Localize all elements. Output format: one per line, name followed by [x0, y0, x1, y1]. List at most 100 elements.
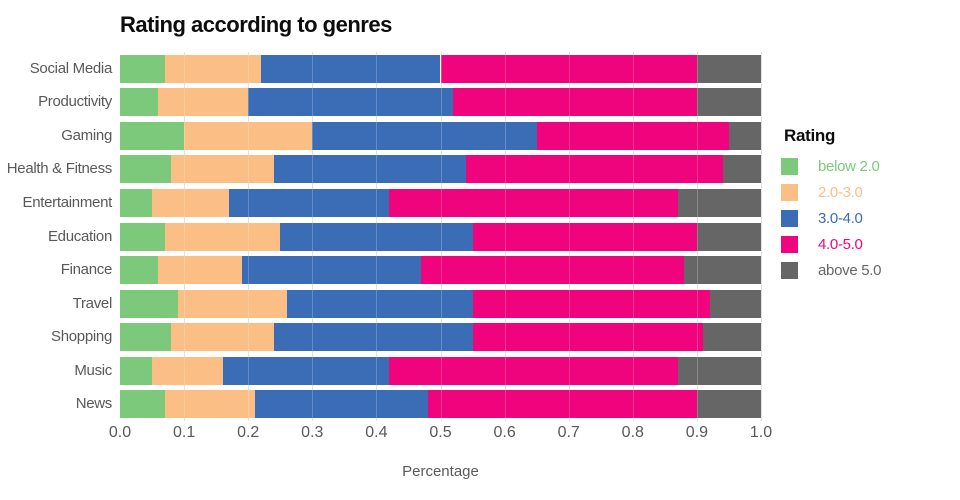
bar-row [120, 121, 761, 150]
gridline-overlay [696, 52, 698, 421]
y-axis-label: Travel [72, 294, 113, 312]
bar-row [120, 54, 761, 83]
x-axis-tick-label: 0.5 [429, 424, 452, 441]
bar-segment [273, 155, 467, 184]
bar-segment [677, 188, 761, 217]
bar-segment [286, 289, 473, 318]
bar-segment [120, 256, 159, 285]
bar-segment [171, 155, 274, 184]
x-axis-title: Percentage [402, 463, 479, 480]
legend: Rating below 2.0 2.0-3.0 3.0-4.0 4.0-5.0 abo… [781, 126, 951, 283]
y-axis-label: Health & Fitness [6, 160, 113, 178]
bar-segment [421, 256, 685, 285]
bar-segment [158, 88, 249, 117]
x-axis-tick-label: 0.3 [301, 424, 324, 441]
x-axis-tick-label: 0.4 [365, 424, 388, 441]
bar-segment [427, 390, 697, 419]
y-axis-label: Shopping [51, 328, 112, 346]
bar-segment [466, 155, 723, 184]
legend-swatch-icon [781, 261, 798, 279]
bar-segment [696, 88, 761, 117]
legend-entry: 2.0-3.0 [781, 179, 951, 205]
bar-segment [241, 256, 422, 285]
gridline-overlay [376, 52, 378, 421]
legend-label: below 2.0 [818, 157, 880, 175]
gridline-overlay [568, 52, 570, 421]
bar-row [120, 356, 761, 385]
bar-segment [440, 54, 697, 83]
bar-segment [677, 356, 761, 385]
bar-segment [280, 222, 473, 251]
x-axis-tick-label: 0.0 [108, 424, 132, 441]
bar-segment [389, 356, 678, 385]
bar-segment [709, 289, 761, 318]
legend-label: 4.0-5.0 [818, 235, 863, 253]
bar-segment [120, 121, 185, 150]
bar-row [120, 289, 761, 318]
bar-segment [261, 54, 441, 83]
bar-segment [228, 188, 390, 217]
x-axis-tick-label: 0.8 [621, 424, 644, 441]
x-axis-tick-label: 0.6 [493, 424, 516, 441]
y-axis-label: Social Media [29, 59, 113, 77]
y-axis-label: Gaming [61, 126, 112, 144]
bar-segment [389, 188, 678, 217]
y-axis-label: News [75, 395, 113, 413]
bar-segment [171, 323, 274, 352]
plot-area [120, 52, 762, 421]
bar-segment [273, 323, 473, 352]
y-axis-label: Productivity [38, 93, 112, 111]
bar-segment [722, 155, 761, 184]
bar-segment [536, 121, 729, 150]
bar-segment [728, 121, 761, 150]
bar-segment [120, 54, 165, 83]
bar-segment [453, 88, 697, 117]
bar-row [120, 88, 761, 117]
chart-title: Rating according to genres [120, 12, 392, 37]
bar-segment [248, 88, 454, 117]
bar-segment [696, 222, 761, 251]
bar-segment [120, 390, 165, 419]
legend-swatch-icon [781, 183, 798, 201]
bar-row [120, 390, 761, 419]
y-axis-label: Music [74, 361, 112, 379]
legend-label: 2.0-3.0 [818, 183, 863, 201]
bar-segment [472, 222, 697, 251]
legend-entry: above 5.0 [781, 257, 951, 283]
bar-segment [312, 121, 537, 150]
bar-segment [164, 390, 255, 419]
gridline-overlay [632, 52, 634, 421]
x-axis-tick-label: 1.0 [749, 424, 773, 441]
x-axis-tick-label: 0.7 [557, 424, 580, 441]
bar-row [120, 256, 761, 285]
gridline-overlay [248, 52, 250, 421]
bar-segment [120, 323, 172, 352]
bar-segment [152, 356, 223, 385]
bar-row [120, 188, 761, 217]
legend-entry: below 2.0 [781, 153, 951, 179]
bar-segment [120, 88, 159, 117]
gridline [761, 52, 762, 421]
bar-segment [703, 323, 761, 352]
bar-segment [120, 155, 172, 184]
bar-segment [472, 323, 704, 352]
legend-label: above 5.0 [818, 261, 882, 279]
bar-segment [696, 390, 761, 419]
y-axis-label: Entertainment [22, 193, 113, 211]
gridline-overlay [761, 52, 762, 421]
legend-swatch-icon [781, 235, 798, 253]
bar-segment [164, 54, 261, 83]
bar-segment [254, 390, 428, 419]
gridline-overlay [504, 52, 506, 421]
x-axis-tick-label: 0.2 [237, 424, 260, 441]
x-axis-tick-label: 0.9 [685, 424, 709, 441]
bar-segment [120, 356, 153, 385]
bar-segment [696, 54, 761, 83]
y-axis-label: Education [47, 227, 112, 245]
legend-entry: 3.0-4.0 [781, 205, 951, 231]
legend-swatch-icon [781, 157, 798, 175]
bar-row [120, 222, 761, 251]
bar-segment [222, 356, 390, 385]
bar-segment [472, 289, 710, 318]
